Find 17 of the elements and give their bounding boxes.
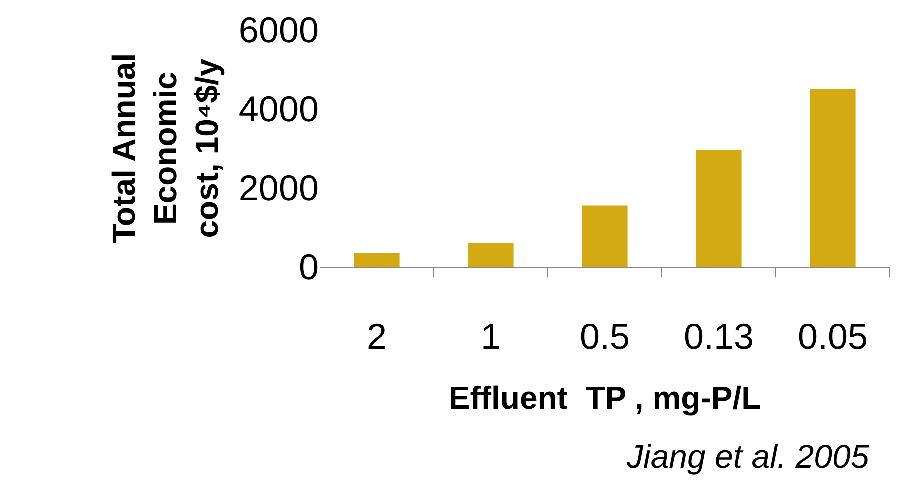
x-tick-label: 0.13	[684, 316, 754, 358]
x-tick-label: 0.5	[580, 316, 630, 358]
bar	[696, 150, 742, 267]
y-tick-label: 2000	[238, 168, 319, 209]
bar	[354, 253, 400, 267]
x-tick-label: 1	[480, 316, 502, 358]
x-tick-label: 0.05	[798, 316, 868, 358]
y-tick-label: 0	[298, 246, 319, 288]
x-tick-label: 2	[366, 316, 388, 358]
text: Jiang et al. 2005	[626, 438, 870, 475]
y-tick-label: 6000	[238, 10, 319, 51]
bar	[810, 89, 856, 267]
bar	[468, 243, 514, 267]
y-axis-title: Total Annual Economic cost, 10⁴$/y	[106, 53, 226, 244]
bar	[582, 206, 628, 267]
y-tick-label: 4000	[238, 88, 319, 130]
x-axis-title: Effluent TP , mg-P/L	[448, 380, 762, 416]
